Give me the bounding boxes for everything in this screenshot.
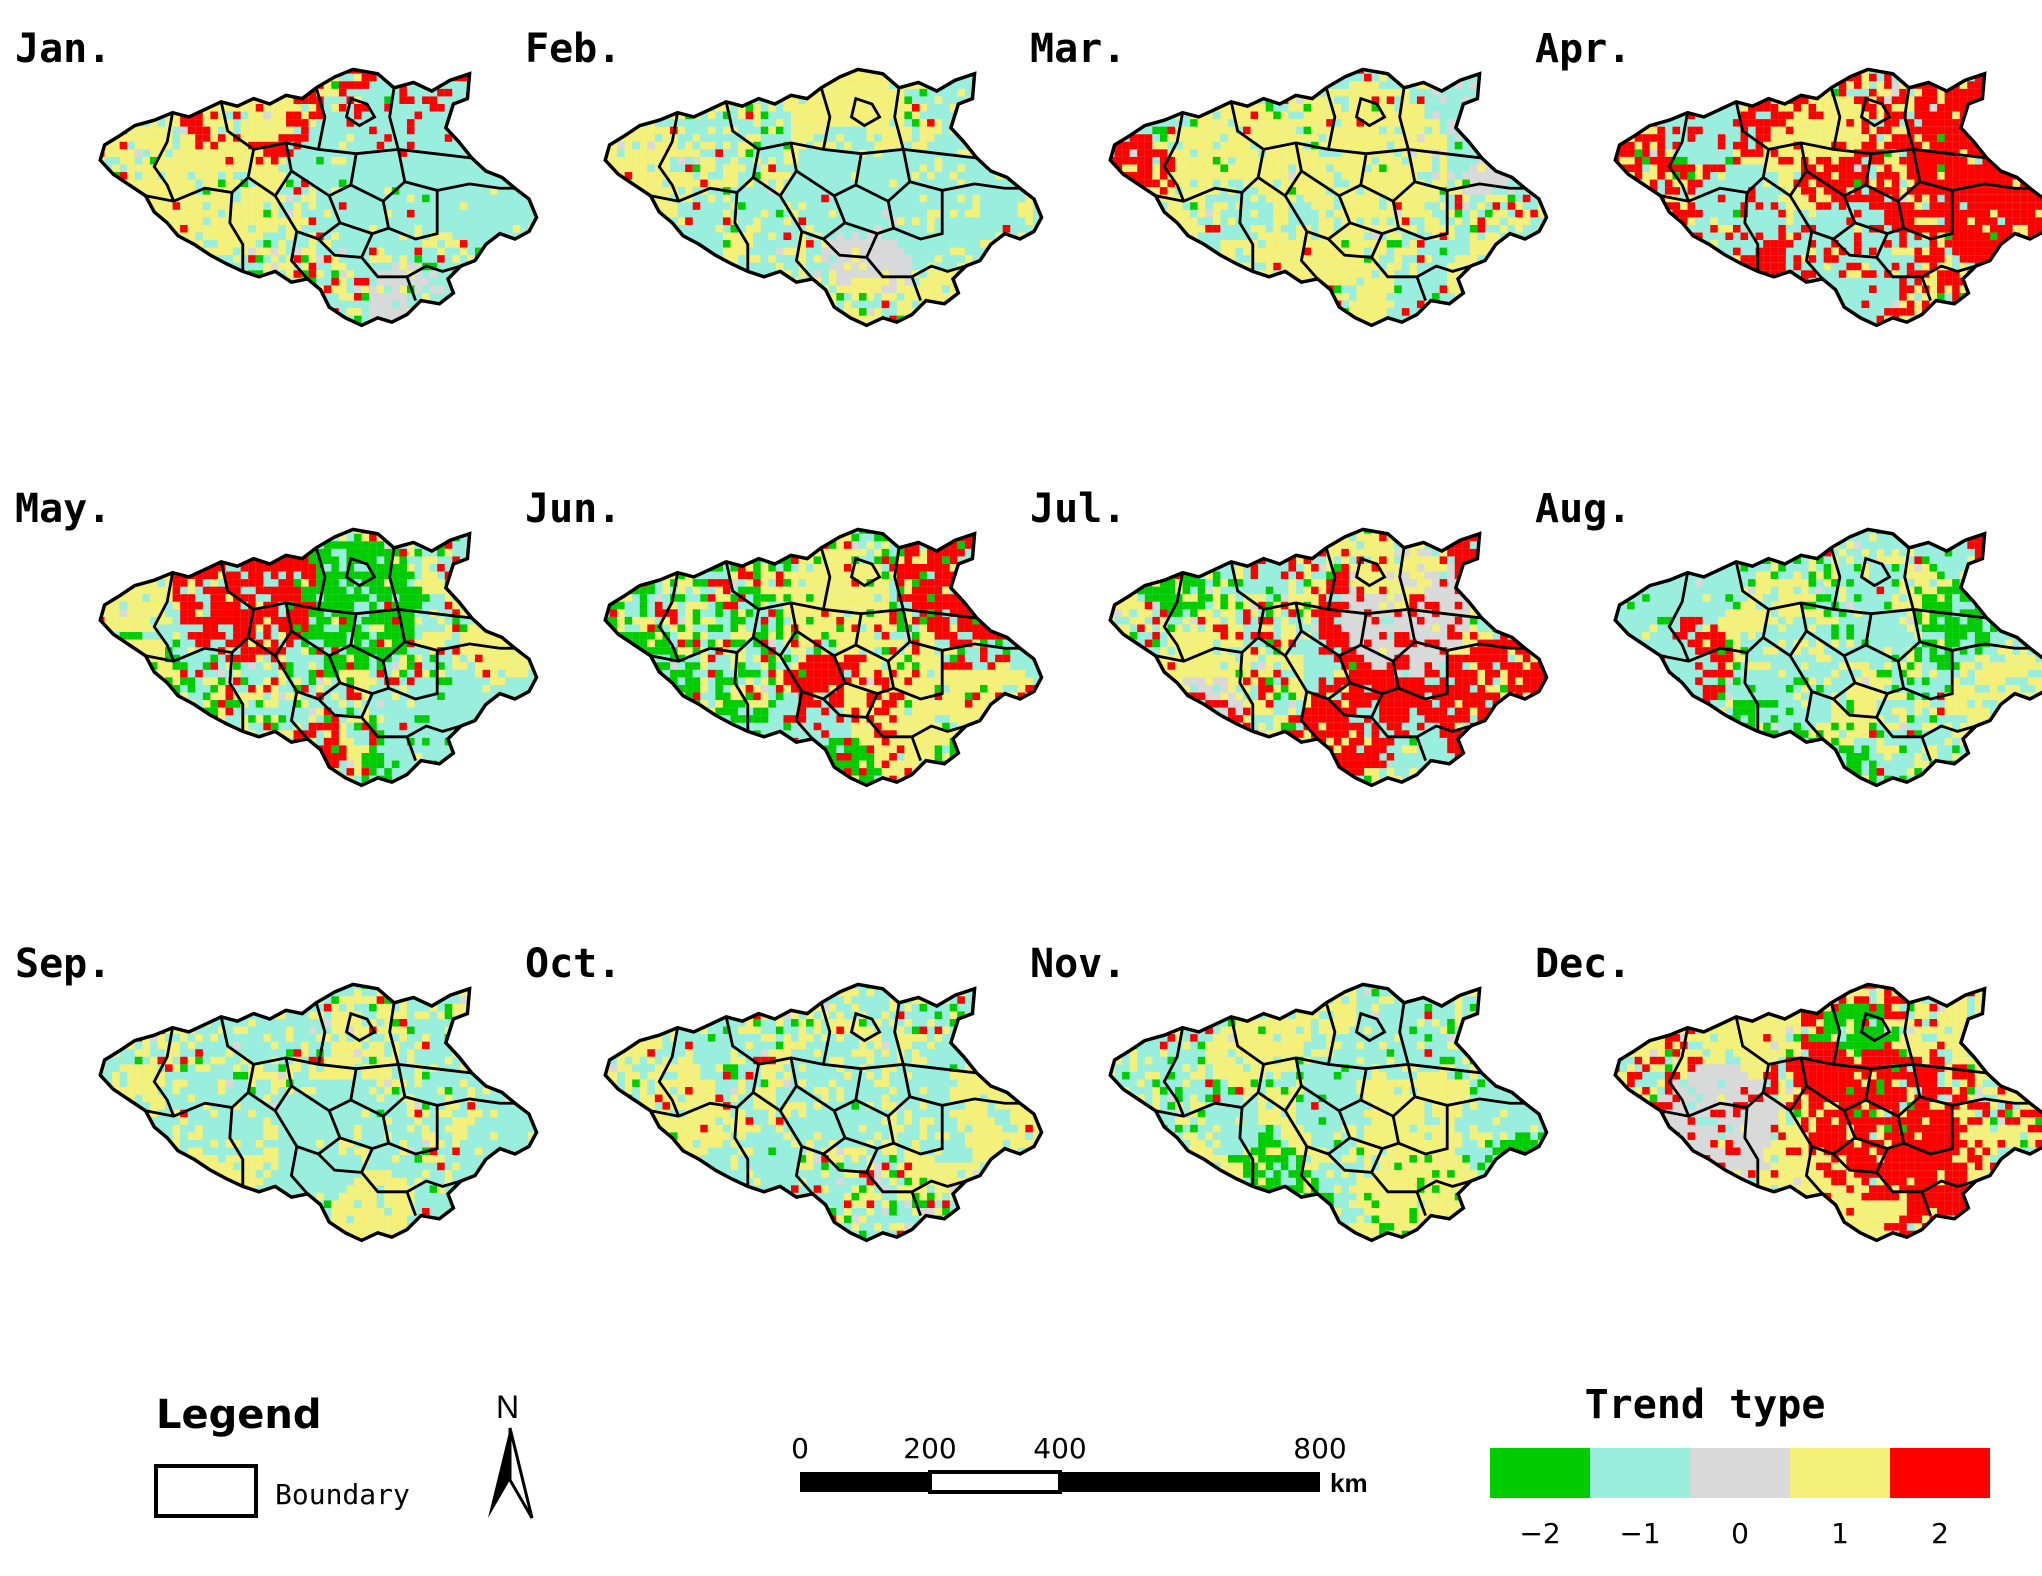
north-arrow-label: N (496, 1389, 519, 1425)
month-map (1108, 67, 1549, 328)
month-map (98, 67, 539, 328)
north-arrow: N (488, 1389, 534, 1519)
month-map (603, 982, 1044, 1243)
month-label: Nov. (1030, 941, 1126, 987)
legend-title: Legend (156, 1392, 322, 1438)
boundary-legend-swatch (154, 1464, 258, 1518)
trend-swatch (1590, 1448, 1690, 1498)
trend-swatch-label: 2 (1931, 1517, 1949, 1550)
month-map (98, 527, 539, 788)
trend-type-swatches: −2 −1 0 1 2 (1490, 1448, 1990, 1550)
month-map (1108, 527, 1549, 788)
trend-swatch-label: −2 (1519, 1517, 1560, 1550)
trend-swatch (1890, 1448, 1990, 1498)
scale-tick-400: 400 (1033, 1432, 1086, 1465)
month-label: Apr. (1535, 26, 1631, 72)
month-label: Sep. (15, 941, 111, 987)
scale-segment-3 (1060, 1472, 1320, 1492)
month-map (1613, 527, 2042, 788)
month-label: Jul. (1030, 486, 1126, 532)
month-maps-layer (98, 67, 2042, 1243)
month-map (1613, 67, 2042, 328)
month-label: Mar. (1030, 26, 1126, 72)
month-map (1613, 982, 2042, 1243)
scale-segment-1 (800, 1472, 930, 1492)
north-arrow-icon (488, 1427, 534, 1519)
month-label: Jan. (15, 26, 111, 72)
month-map (98, 982, 539, 1243)
month-labels-layer: Jan. Feb. Mar. Apr. May. Jun. Jul. Aug. Sep. Oct.… (15, 26, 1631, 987)
scale-segment-2 (928, 1470, 1062, 1494)
boundary-legend-label: Boundary (275, 1478, 410, 1511)
scale-bar: 0 200 400 800 km (791, 1432, 1367, 1498)
trend-swatch (1690, 1448, 1790, 1498)
trend-type-title: Trend type (1585, 1382, 1826, 1428)
scale-unit: km (1330, 1468, 1368, 1498)
trend-swatch (1490, 1448, 1590, 1498)
trend-swatch (1790, 1448, 1890, 1498)
month-map (603, 527, 1044, 788)
trend-type-legend: Trend type −2 −1 0 1 2 (1490, 1382, 1990, 1550)
month-label: May. (15, 486, 111, 532)
trend-swatch-label: −1 (1619, 1517, 1660, 1550)
scale-tick-0: 0 (791, 1432, 809, 1465)
scale-tick-200: 200 (903, 1432, 956, 1465)
trend-swatch-label: 1 (1831, 1517, 1849, 1550)
month-label: Feb. (525, 26, 621, 72)
month-map (1108, 982, 1549, 1243)
month-label: Aug. (1535, 486, 1631, 532)
trend-swatch-label: 0 (1731, 1517, 1749, 1550)
month-map (603, 67, 1044, 328)
month-label: Dec. (1535, 941, 1631, 987)
month-label: Jun. (525, 486, 621, 532)
scale-tick-800: 800 (1293, 1432, 1346, 1465)
month-label: Oct. (525, 941, 621, 987)
legend-block: Legend Boundary (154, 1392, 410, 1518)
